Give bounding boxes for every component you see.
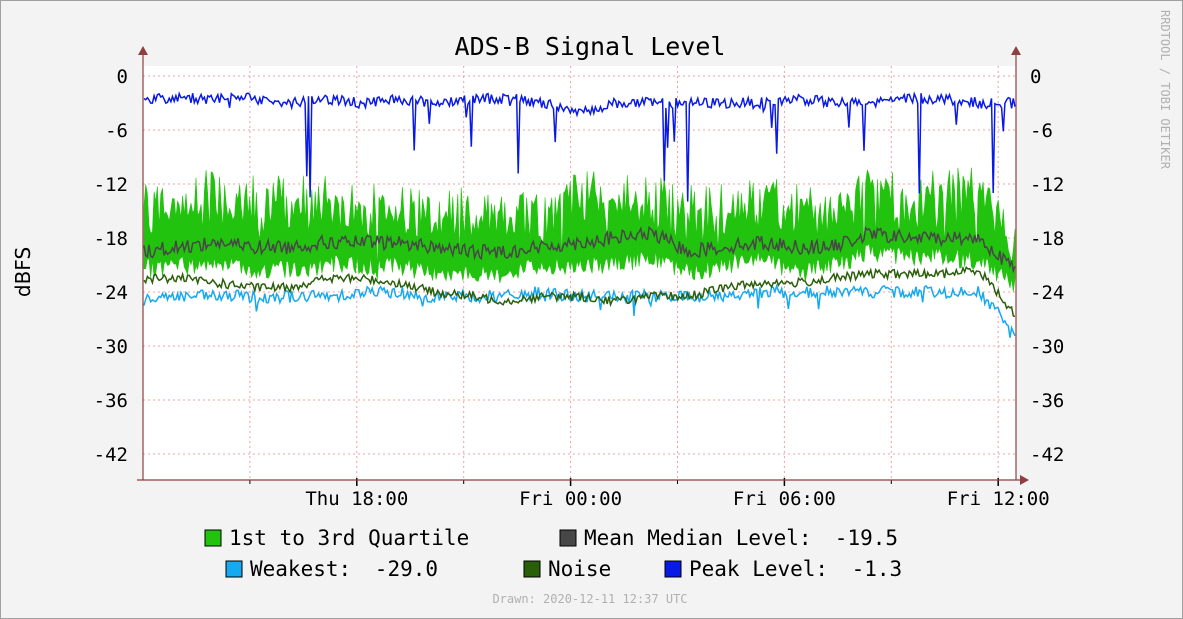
legend-label-noise: Noise	[548, 557, 611, 581]
legend-swatch-median	[559, 529, 577, 547]
legend: 1st to 3rd Quartile Mean Median Level: -19…	[204, 526, 903, 581]
y-tick-label-right: 0	[1030, 66, 1041, 88]
x-tick-label: Fri 12:00	[947, 488, 1050, 510]
legend-value-median: -19.5	[835, 526, 898, 550]
legend-value-peak: -1.3	[852, 557, 903, 581]
legend-swatch-weakest	[225, 560, 243, 578]
y-axis-arrow-right	[1011, 46, 1021, 55]
legend-swatch-quartile	[204, 529, 222, 547]
y-tick-label-right: -6	[1030, 120, 1053, 142]
y-tick-label-right: -24	[1030, 282, 1064, 304]
y-tick-label-left: -12	[94, 174, 128, 196]
y-tick-label-right: -36	[1030, 390, 1064, 412]
drawn-timestamp: Drawn: 2020-12-11 12:37 UTC	[492, 592, 687, 606]
plot-area: 0 0 -6 -6 -12 -12 -18 -18 -24 -24 -30 -30 -36 -36 -42 -…	[94, 46, 1064, 510]
quartile-band	[143, 167, 1016, 292]
legend-label-peak: Peak Level:	[689, 557, 828, 581]
legend-swatch-peak	[664, 560, 682, 578]
y-tick-label-left: 0	[117, 66, 128, 88]
legend-label-quartile: 1st to 3rd Quartile	[229, 526, 469, 550]
y-tick-label-right: -42	[1030, 444, 1064, 466]
y-tick-label-left: -24	[94, 282, 128, 304]
y-tick-label-left: -36	[94, 390, 128, 412]
chart-title: ADS-B Signal Level	[455, 32, 726, 61]
legend-label-weakest: Weakest:	[250, 557, 351, 581]
peak-line	[143, 91, 1016, 202]
legend-swatch-noise	[523, 560, 541, 578]
y-axis-arrow-left	[138, 46, 148, 55]
y-tick-label-left: -6	[105, 120, 128, 142]
y-tick-label-left: -18	[94, 228, 128, 250]
y-tick-label-right: -12	[1030, 174, 1064, 196]
x-axis-arrow	[1020, 475, 1029, 485]
y-tick-label-right: -18	[1030, 228, 1064, 250]
y-tick-label-right: -30	[1030, 336, 1064, 358]
y-axis-label: dBFS	[11, 247, 35, 297]
median-line	[143, 225, 1016, 274]
y-tick-label-left: -30	[94, 336, 128, 358]
noise-line	[143, 265, 1016, 318]
x-tick-label: Fri 06:00	[733, 488, 836, 510]
watermark: RRDTOOL / TOBI OETIKER	[1158, 10, 1172, 170]
legend-label-median: Mean Median Level:	[584, 526, 812, 550]
y-tick-label-left: -42	[94, 444, 128, 466]
legend-value-weakest: -29.0	[375, 557, 438, 581]
x-tick-label: Fri 00:00	[519, 488, 622, 510]
x-tick-label: Thu 18:00	[305, 488, 408, 510]
plot-background	[143, 66, 1016, 480]
